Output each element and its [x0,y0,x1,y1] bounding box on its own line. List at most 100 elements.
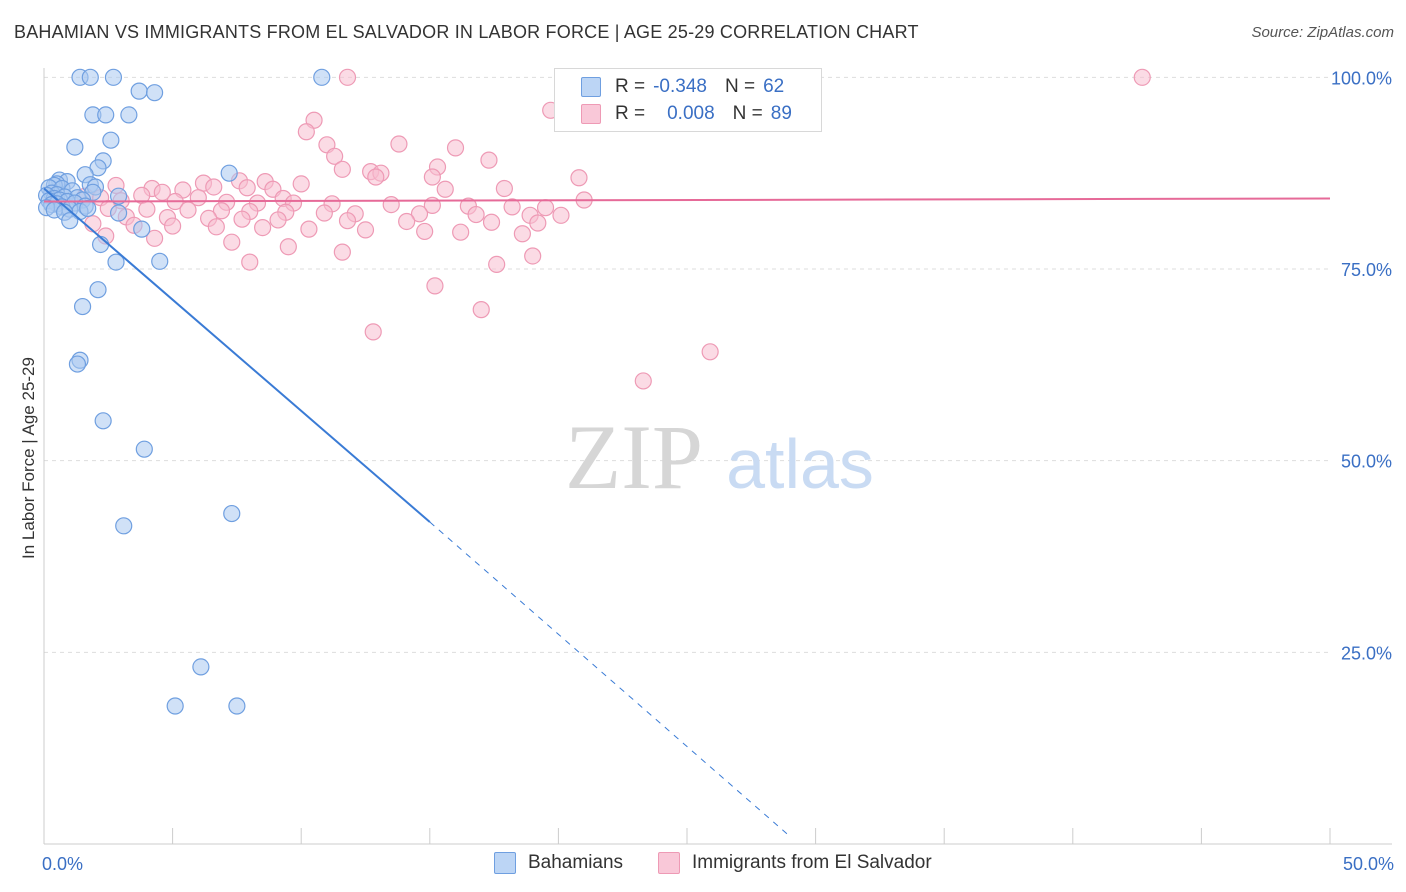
bottom-legend-swatch-blue [494,852,516,874]
data-point-el-salvador [300,220,318,238]
data-point-el-salvador [333,243,351,261]
data-point-el-salvador [513,225,531,243]
data-point-el-salvador [524,247,542,265]
watermark-atlas: atlas [726,425,874,503]
data-point-bahamians [166,697,184,715]
data-point-el-salvador [452,223,470,241]
data-point-bahamians [89,281,107,299]
data-point-el-salvador [326,147,344,165]
data-point-bahamians [313,68,331,86]
y-tick-label: 25.0% [1341,643,1392,663]
data-point-el-salvador [233,210,251,228]
data-point-el-salvador [634,372,652,390]
data-point-el-salvador [238,179,256,197]
data-point-el-salvador [333,160,351,178]
y-tick-label: 100.0% [1331,68,1392,88]
bottom-legend-el-salvador: Immigrants from El Salvador [658,852,932,874]
x-tick-labels: 0.0% 50.0% [42,854,1394,874]
data-point-bahamians [133,220,151,238]
data-point-bahamians [104,68,123,86]
data-point-el-salvador [570,169,588,187]
data-point-el-salvador [338,212,357,230]
data-point-el-salvador [423,168,441,186]
data-point-el-salvador [701,343,719,361]
data-point-bahamians [135,440,153,458]
data-point-bahamians [94,412,112,430]
data-point-el-salvador [364,323,382,341]
trendlines [43,187,1331,837]
blue-points [37,68,331,715]
data-point-bahamians [220,164,238,182]
legend-r-label: R = [615,76,646,97]
data-point-el-salvador [297,123,315,141]
data-point-el-salvador [254,219,272,237]
legend-row-el-salvador: R = 0.008 N = 89 [581,102,792,126]
y-axis-label: In Labor Force | Age 25-29 [19,357,38,559]
data-point-el-salvador [205,178,223,196]
data-point-bahamians [109,204,128,222]
y-tick-label: 75.0% [1341,260,1392,280]
data-point-bahamians [109,187,128,205]
data-point-el-salvador [446,139,465,157]
data-point-el-salvador [480,151,498,169]
bottom-legend-label-bahamians: Bahamians [528,852,624,873]
legend-swatch-blue [581,77,601,97]
data-point-el-salvador [84,215,102,233]
data-point-el-salvador [212,202,231,220]
data-point-el-salvador [472,301,490,319]
data-point-bahamians [68,355,87,373]
legend-r-label: R = [615,103,646,124]
data-point-el-salvador [269,211,287,229]
data-point-bahamians [130,82,148,100]
data-point-bahamians [145,84,164,102]
data-point-el-salvador [367,168,385,186]
trendline-bahamians [43,187,431,523]
legend-r-value: 0.008 [667,103,715,124]
data-point-bahamians [79,199,97,218]
data-point-el-salvador [356,221,375,239]
chart-source: Source: ZipAtlas.com [1251,24,1394,41]
data-point-el-salvador [315,204,333,222]
data-point-bahamians [151,252,169,270]
data-point-bahamians [73,297,92,316]
data-point-el-salvador [179,201,197,219]
data-point-el-salvador [410,205,429,223]
x-tick-label: 0.0% [42,854,83,874]
data-point-el-salvador [292,175,310,193]
bottom-legend-bahamians: Bahamians [494,852,623,874]
data-point-el-salvador [416,222,434,241]
data-point-el-salvador [503,198,521,216]
data-point-el-salvador [529,214,547,232]
data-point-bahamians [102,131,120,149]
data-point-el-salvador [488,255,506,273]
data-point-bahamians [91,235,110,254]
data-point-el-salvador [467,205,485,224]
data-point-el-salvador [436,180,454,198]
legend-r-value: -0.348 [653,76,707,97]
legend-n-label: N = [732,103,763,124]
data-point-bahamians [97,106,115,124]
chart-title: BAHAMIAN VS IMMIGRANTS FROM EL SALVADOR … [14,22,919,42]
data-point-el-salvador [536,199,555,217]
data-point-el-salvador [390,135,408,153]
data-point-el-salvador [279,238,297,256]
data-point-el-salvador [138,200,156,218]
bottom-legend-label-el-salvador: Immigrants from El Salvador [692,852,932,873]
correlation-legend: R = -0.348 N = 62 R = 0.008 N = 89 [554,68,822,132]
data-point-bahamians [81,68,99,86]
y-tick-label: 50.0% [1341,452,1392,472]
data-point-bahamians [66,138,84,156]
data-point-el-salvador [382,196,400,214]
data-point-el-salvador [241,253,259,271]
legend-n-value: 62 [763,76,785,97]
data-point-el-salvador [495,179,513,198]
data-point-bahamians [223,504,241,523]
data-point-bahamians [192,658,210,676]
data-point-bahamians [228,697,246,715]
data-point-el-salvador [164,217,182,235]
bottom-legend-swatch-pink [658,852,680,874]
watermark-zip: ZIP [565,406,703,508]
data-point-bahamians [107,253,125,271]
data-point-el-salvador [338,68,357,86]
